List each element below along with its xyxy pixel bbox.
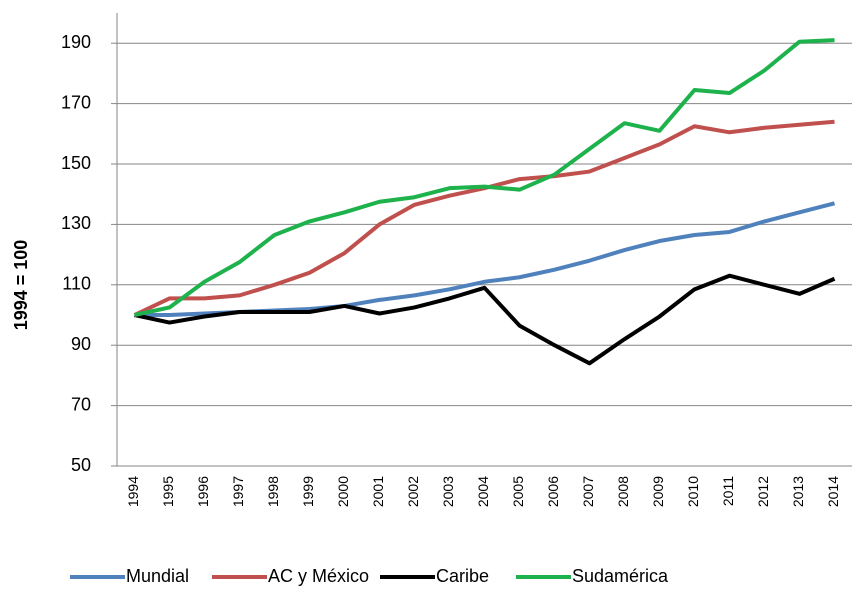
legend-label: Caribe xyxy=(436,566,489,586)
x-tick-label: 2010 xyxy=(685,476,701,507)
line-series xyxy=(134,201,836,317)
legend-label: Mundial xyxy=(126,566,189,586)
line-series xyxy=(134,38,835,317)
y-tick-label: 50 xyxy=(71,455,91,475)
y-tick-label: 110 xyxy=(62,274,91,294)
line-series xyxy=(134,273,836,366)
x-tick-label: 1999 xyxy=(300,476,316,507)
x-tick-label: 1994 xyxy=(125,476,141,507)
x-tick-label: 2008 xyxy=(615,476,631,507)
x-tick-label: 2001 xyxy=(370,476,386,507)
y-tick-label: 90 xyxy=(71,334,91,354)
y-tick-label: 130 xyxy=(61,213,91,233)
x-tick-label: 2005 xyxy=(510,476,526,507)
legend-label: AC y México xyxy=(268,566,369,586)
x-tick-label: 1996 xyxy=(195,476,211,507)
x-tick-label: 1997 xyxy=(230,476,246,507)
y-tick-label: 190 xyxy=(61,32,91,52)
y-tick-label: 70 xyxy=(71,394,91,414)
x-tick-label: 2013 xyxy=(790,476,806,507)
y-tick-label: 170 xyxy=(61,92,91,112)
x-tick-label: 2014 xyxy=(825,476,841,507)
x-tick-label: 2006 xyxy=(545,476,561,507)
y-axis-label: 1994 = 100 xyxy=(11,240,31,331)
x-tick-label: 2012 xyxy=(755,476,771,507)
x-tick-label: 2009 xyxy=(650,476,666,507)
legend-label: Sudamérica xyxy=(572,566,669,586)
x-tick-label: 2000 xyxy=(335,476,351,507)
y-tick-label: 150 xyxy=(61,153,91,173)
x-tick-label: 1995 xyxy=(160,476,176,507)
x-tick-label: 2004 xyxy=(475,476,491,507)
x-tick-label: 2002 xyxy=(405,476,421,507)
x-tick-label: 2011 xyxy=(720,476,736,506)
x-tick-label: 2007 xyxy=(580,476,596,507)
x-tick-label: 2003 xyxy=(440,476,456,507)
x-tick-label: 1998 xyxy=(265,476,281,507)
